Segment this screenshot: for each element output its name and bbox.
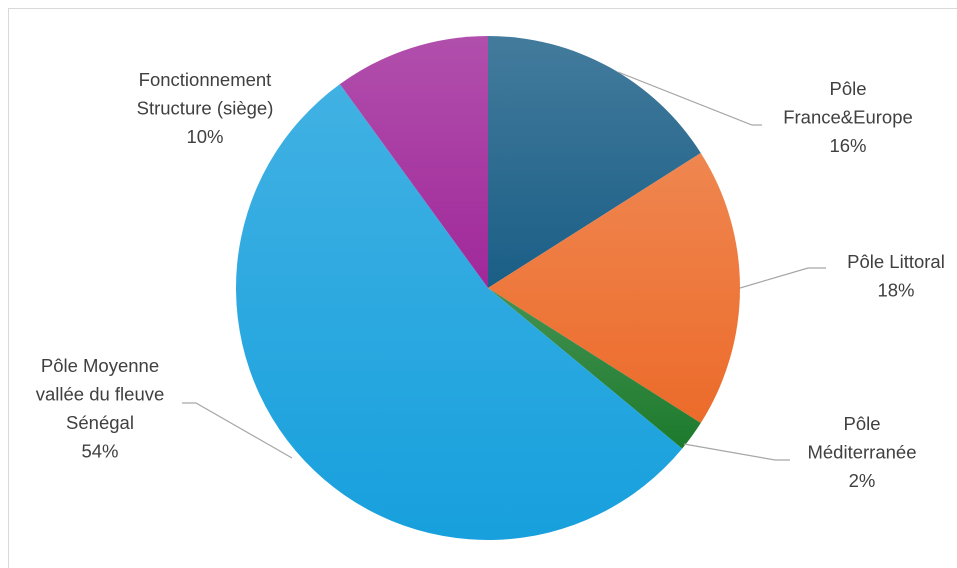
pie-slices — [235, 36, 741, 541]
data-label-category: Pôle — [829, 78, 866, 99]
data-label-value: 54% — [81, 441, 118, 462]
data-label-category: Pôle Moyenne — [41, 355, 159, 376]
chart-area — [8, 8, 957, 568]
leader-line-4 — [182, 402, 293, 459]
pie-slice-4 — [235, 84, 683, 541]
data-label-category: Pôle Littoral — [847, 251, 945, 272]
data-label-category: Fonctionnement — [139, 69, 272, 90]
data-label-4: Pôle Moyenne vallée du fleuve Sénégal 54% — [36, 355, 165, 462]
data-label-value: 16% — [829, 135, 866, 156]
data-label-category: Structure (siège) — [137, 98, 274, 119]
data-label-category: Méditerranée — [807, 442, 916, 463]
data-label-3: Pôle Méditerranée 2% — [807, 413, 916, 491]
data-label-category: vallée du fleuve — [36, 384, 165, 405]
data-label-value: 10% — [186, 126, 223, 147]
pie-slice-2 — [488, 152, 741, 424]
leader-line-3 — [683, 443, 790, 461]
data-label-5: Fonctionnement Structure (siège) 10% — [137, 69, 274, 147]
data-label-1: Pôle France&Europe 16% — [783, 78, 913, 156]
data-label-value: 2% — [849, 470, 876, 491]
leader-line-2 — [739, 267, 826, 289]
leader-lines — [182, 71, 826, 461]
data-label-category: Sénégal — [66, 412, 134, 433]
data-label-2: Pôle Littoral 18% — [847, 251, 945, 301]
data-label-value: 18% — [877, 280, 914, 301]
pie-slice-5 — [339, 36, 488, 288]
pie-slice-1 — [488, 36, 701, 288]
pie-slice-3 — [488, 288, 701, 449]
data-label-category: Pôle — [843, 413, 880, 434]
data-label-category: France&Europe — [783, 107, 913, 128]
data-labels: Pôle France&Europe 16%Pôle Littoral 18%Pôle… — [36, 69, 945, 491]
leader-line-1 — [617, 71, 762, 126]
